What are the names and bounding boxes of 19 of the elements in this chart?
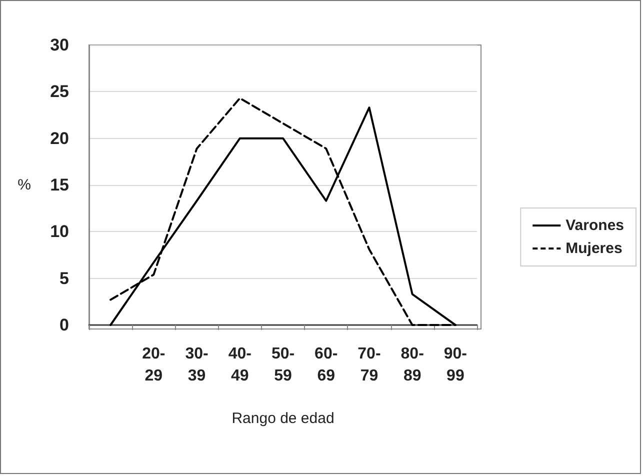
legend-label: Varones bbox=[566, 217, 624, 234]
y-tick-label: 0 bbox=[60, 316, 69, 334]
x-tick-label: 20-29 bbox=[142, 346, 166, 384]
x-tick-label: 30-39 bbox=[185, 346, 208, 384]
y-tick-label: 25 bbox=[50, 82, 69, 102]
y-axis-title: % bbox=[18, 176, 31, 194]
x-tick-label: 90-99 bbox=[444, 346, 468, 384]
x-axis-title: Rango de edad bbox=[232, 410, 334, 427]
y-tick-label: 20 bbox=[50, 128, 69, 148]
y-tick-label: 5 bbox=[60, 268, 69, 288]
y-tick-label: 15 bbox=[50, 176, 69, 194]
x-tick-label: 40-49 bbox=[228, 346, 252, 384]
legend-label: Mujeres bbox=[566, 240, 622, 257]
x-tick-label: 80-89 bbox=[400, 346, 424, 384]
x-tick-label: 50-59 bbox=[271, 346, 295, 384]
y-tick-label: 30 bbox=[50, 36, 69, 54]
y-tick-label: 10 bbox=[50, 222, 69, 242]
x-tick-label: 70-79 bbox=[358, 346, 381, 384]
x-tick-label: 60-69 bbox=[314, 346, 338, 384]
